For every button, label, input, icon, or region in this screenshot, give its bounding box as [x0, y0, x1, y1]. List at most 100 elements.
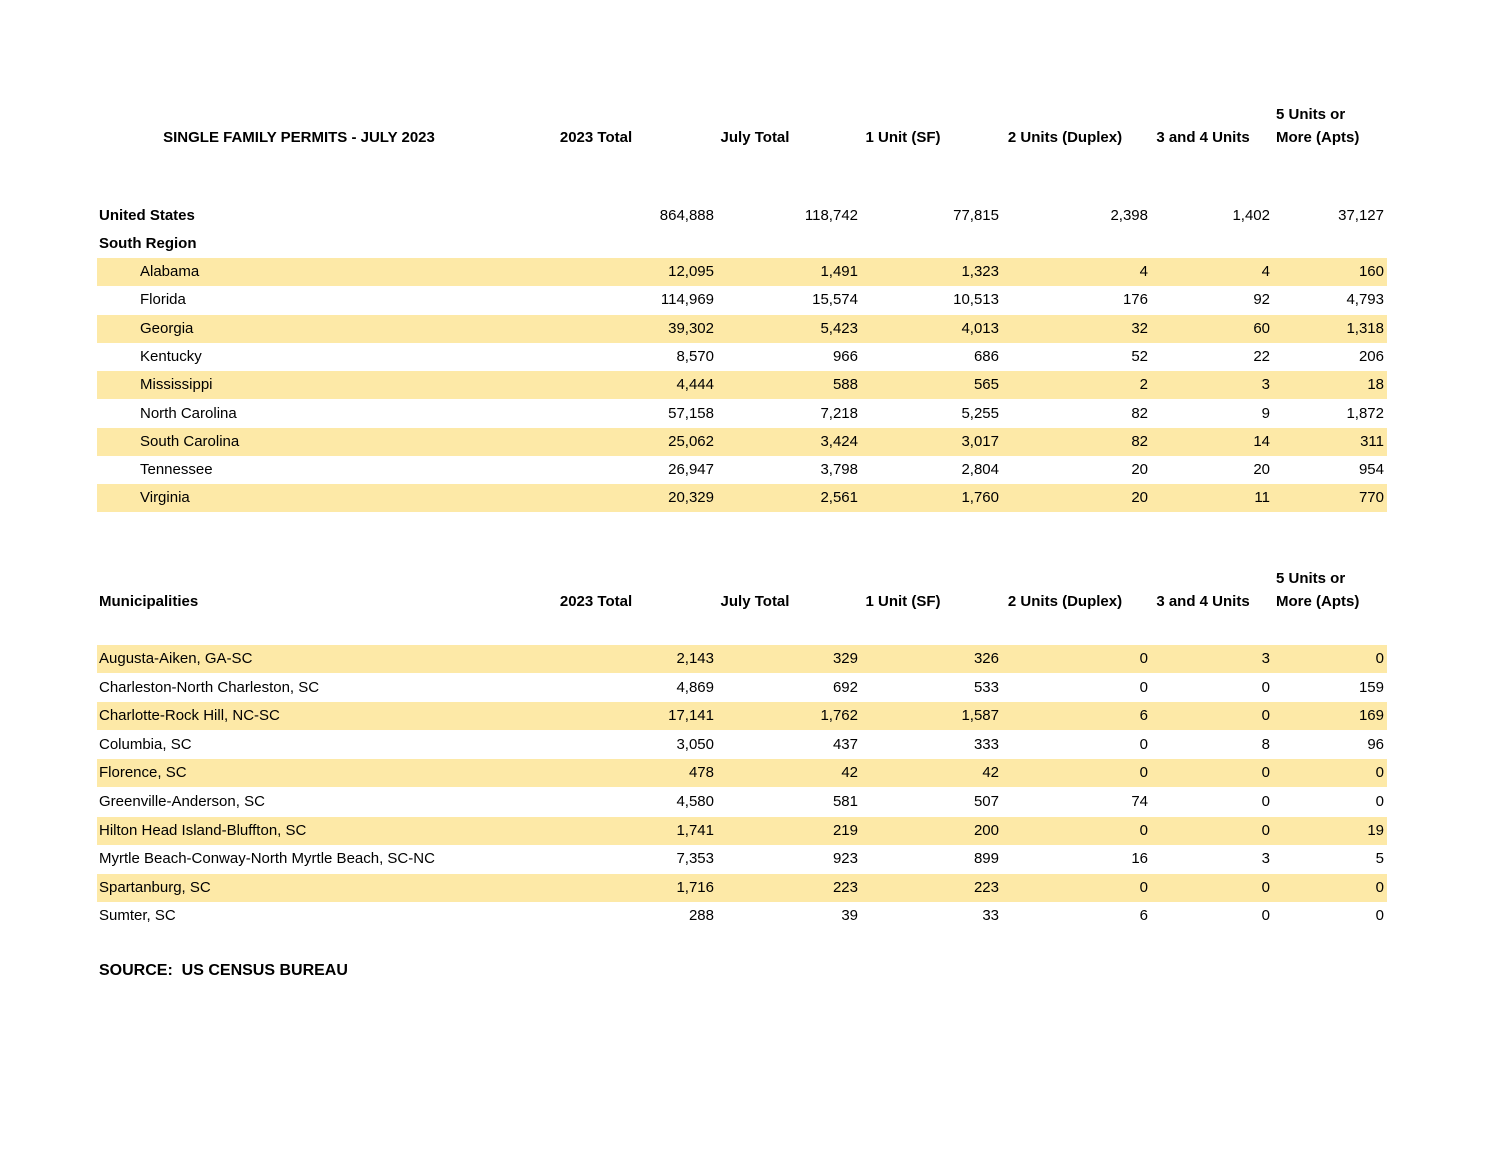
cell: 159	[1358, 678, 1384, 696]
cell: 9	[1261, 404, 1270, 422]
row-highlight	[97, 759, 1387, 788]
cell: 437	[832, 735, 858, 753]
cell: 2,398	[1110, 207, 1148, 224]
cell: 0	[1375, 793, 1384, 810]
cell: 219	[832, 821, 858, 839]
cell: 6	[1139, 707, 1148, 725]
cell: 0	[1139, 735, 1148, 753]
cell: 20	[1131, 489, 1148, 507]
cell: 0	[1375, 764, 1384, 782]
cell: 1,872	[1346, 404, 1384, 422]
row-label: Hilton Head Island-Bluffton, SC	[99, 821, 307, 839]
row-label: Charlotte-Rock Hill, NC-SC	[99, 707, 280, 725]
row-label: Sumter, SC	[99, 907, 176, 925]
cell: 899	[973, 850, 999, 868]
cell: 3	[1261, 650, 1270, 667]
cell: 692	[832, 678, 858, 696]
cell: 20,329	[668, 489, 714, 507]
column-header: 2023 Total	[559, 593, 633, 610]
cell: 3	[1261, 850, 1270, 868]
cell: 0	[1139, 764, 1148, 782]
cell: 4	[1139, 263, 1148, 280]
row-highlight	[97, 816, 1387, 845]
cell: 1,760	[961, 489, 999, 507]
cell: 2,804	[961, 461, 999, 479]
cell: 0	[1261, 793, 1270, 810]
row-highlight	[97, 371, 1387, 400]
cell: 6	[1139, 907, 1148, 925]
row-label: Columbia, SC	[99, 735, 192, 753]
cell: 42	[982, 764, 999, 782]
cell: 8,570	[676, 347, 714, 365]
cell: 565	[973, 376, 999, 394]
column-header: 1 Unit (SF)	[865, 593, 941, 610]
cell: 326	[973, 650, 999, 667]
column-header: 2 Units (Duplex)	[1007, 593, 1123, 610]
cell: 581	[832, 793, 858, 810]
cell: 588	[832, 376, 858, 394]
cell: 0	[1139, 678, 1148, 696]
cell: 12,095	[668, 263, 714, 280]
row-label: Tennessee	[140, 461, 213, 479]
row-highlight	[97, 427, 1387, 456]
cell: 0	[1261, 764, 1270, 782]
cell: 333	[973, 735, 999, 753]
cell: 4,444	[676, 376, 714, 394]
cell: 1,762	[820, 707, 858, 725]
cell: 2,143	[676, 650, 714, 667]
cell: 11	[1254, 489, 1270, 507]
row-label: Mississippi	[140, 376, 213, 394]
cell: 176	[1122, 291, 1148, 309]
column-header: 2023 Total	[559, 129, 633, 146]
cell: 0	[1139, 650, 1148, 667]
row-label: Kentucky	[140, 347, 202, 365]
cell: 77,815	[953, 207, 999, 224]
cell: 4,869	[676, 678, 714, 696]
cell: 22	[1253, 347, 1270, 365]
cell: 0	[1261, 907, 1270, 925]
cell: 2,561	[820, 489, 858, 507]
row-label: Florence, SC	[99, 764, 187, 782]
cell: 2	[1139, 376, 1148, 394]
cell: 18	[1367, 376, 1384, 394]
cell: 3	[1261, 376, 1270, 394]
cell: 0	[1139, 878, 1148, 896]
cell: 1,587	[961, 707, 999, 725]
cell: 0	[1261, 707, 1270, 725]
cell: 39,302	[668, 319, 714, 337]
cell: 42	[841, 764, 858, 782]
cell: 288	[688, 907, 714, 925]
cell: 160	[1358, 263, 1384, 280]
cell: 7,218	[820, 404, 858, 422]
cell: 169	[1358, 707, 1384, 725]
source-note: SOURCE: US CENSUS BUREAU	[99, 962, 348, 979]
cell: 223	[973, 878, 999, 896]
column-header: July Total	[720, 593, 790, 610]
row-label: Virginia	[140, 489, 190, 507]
cell: 0	[1139, 821, 1148, 839]
cell: 33	[982, 907, 999, 925]
cell: 478	[688, 764, 714, 782]
cell: 3,050	[676, 735, 714, 753]
cell: 4,013	[961, 319, 999, 337]
cell: 57,158	[668, 404, 714, 422]
cell: 770	[1358, 489, 1384, 507]
cell: 0	[1375, 878, 1384, 896]
row-label: North Carolina	[140, 404, 237, 422]
cell: 25,062	[668, 432, 714, 450]
cell: 3,424	[820, 432, 858, 450]
cell: 0	[1375, 650, 1384, 667]
cell: 15,574	[812, 291, 858, 309]
row-label: Charleston-North Charleston, SC	[99, 678, 320, 696]
cell: 26,947	[668, 461, 714, 479]
cell: 329	[832, 650, 858, 667]
cell: 19	[1367, 821, 1384, 839]
cell: 82	[1131, 404, 1148, 422]
cell: 5	[1375, 850, 1384, 868]
cell: 8	[1261, 735, 1270, 753]
cell: 686	[973, 347, 999, 365]
cell: 5,423	[820, 319, 858, 337]
cell: 533	[973, 678, 999, 696]
cell: 37,127	[1338, 207, 1384, 224]
